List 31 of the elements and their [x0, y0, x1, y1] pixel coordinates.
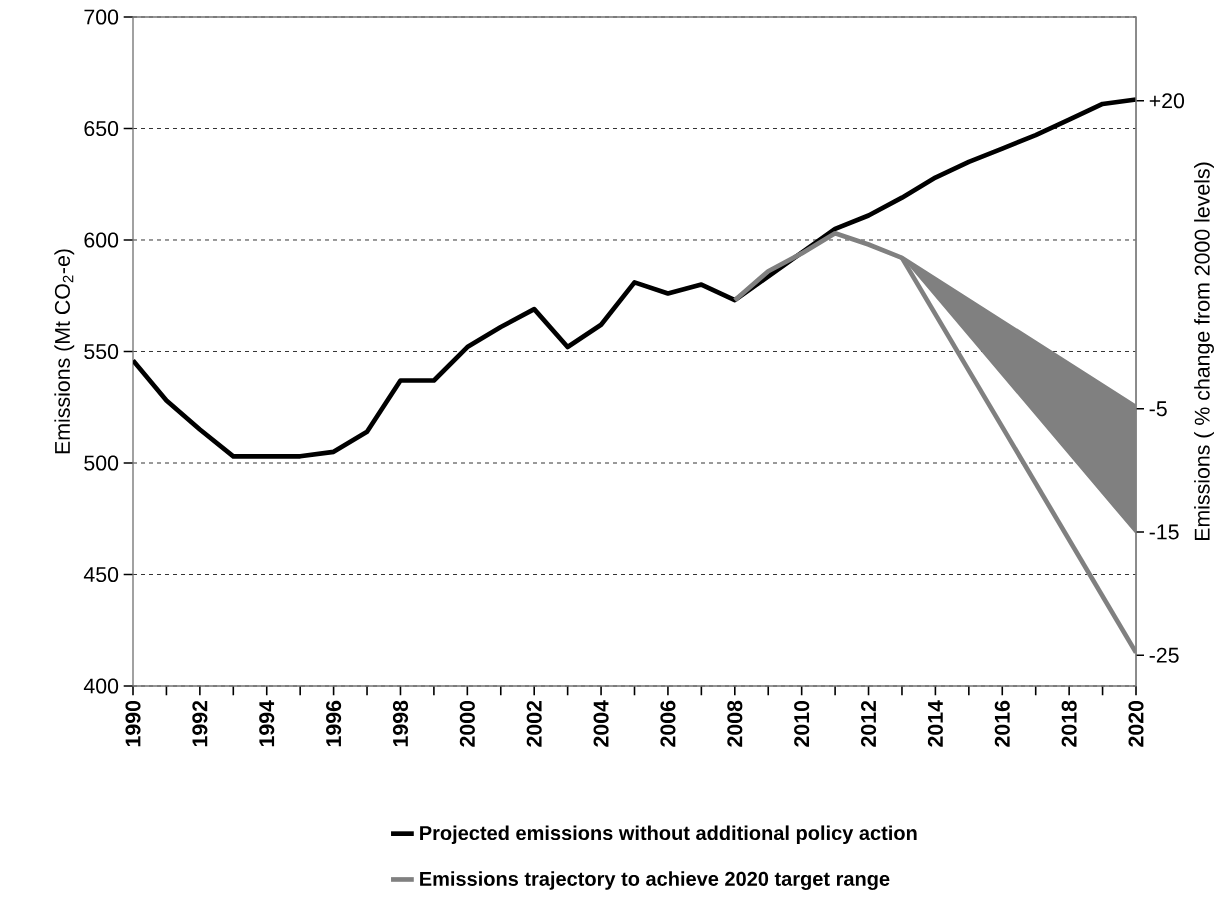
y2-tick-label: -5	[1149, 401, 1167, 417]
y2-tick-label: -25	[1149, 647, 1179, 663]
x-tick-label: 2012	[860, 700, 877, 747]
x-tick-label: 2016	[994, 700, 1010, 747]
y-tick-label: 400	[83, 678, 119, 694]
y-axis-title: Emissions (Mt CO$_{2}$-e)	[54, 249, 75, 454]
y2-axis-title: Emissions ( % change from 2000 levels)	[1194, 162, 1214, 541]
x-tick-label: 2004	[593, 700, 609, 747]
legend-label: Projected emissions without additional policy action	[420, 825, 917, 845]
y2-tick-label: +20	[1149, 93, 1185, 109]
y-tick-label: 450	[83, 566, 119, 583]
y2-tick-label: -15	[1149, 524, 1179, 540]
x-tick-label: 2018	[1061, 700, 1077, 747]
x-tick-label: 2010	[794, 700, 810, 747]
legend-label: Emissions trajectory to achieve 2020 target range	[420, 871, 890, 890]
x-tick-label: 2006	[660, 700, 676, 747]
x-tick-label: 2014	[927, 700, 943, 747]
x-tick-label: 1994	[259, 700, 275, 747]
x-tick-label: 2002	[526, 700, 542, 747]
x-tick-label: 1998	[392, 700, 409, 747]
y-tick-label: 500	[84, 455, 119, 471]
y-tick-label: 550	[84, 343, 119, 360]
x-tick-label: 1996	[326, 700, 342, 747]
x-tick-label: 1992	[192, 700, 208, 747]
y-tick-label: 700	[84, 9, 119, 25]
x-tick-label: 2000	[459, 700, 475, 747]
x-tick-label: 2020	[1128, 700, 1144, 747]
x-tick-label: 1990	[125, 700, 141, 747]
y-tick-label: 600	[84, 232, 119, 248]
x-tick-label: 2008	[727, 700, 743, 747]
y-tick-label: 650	[84, 120, 119, 137]
